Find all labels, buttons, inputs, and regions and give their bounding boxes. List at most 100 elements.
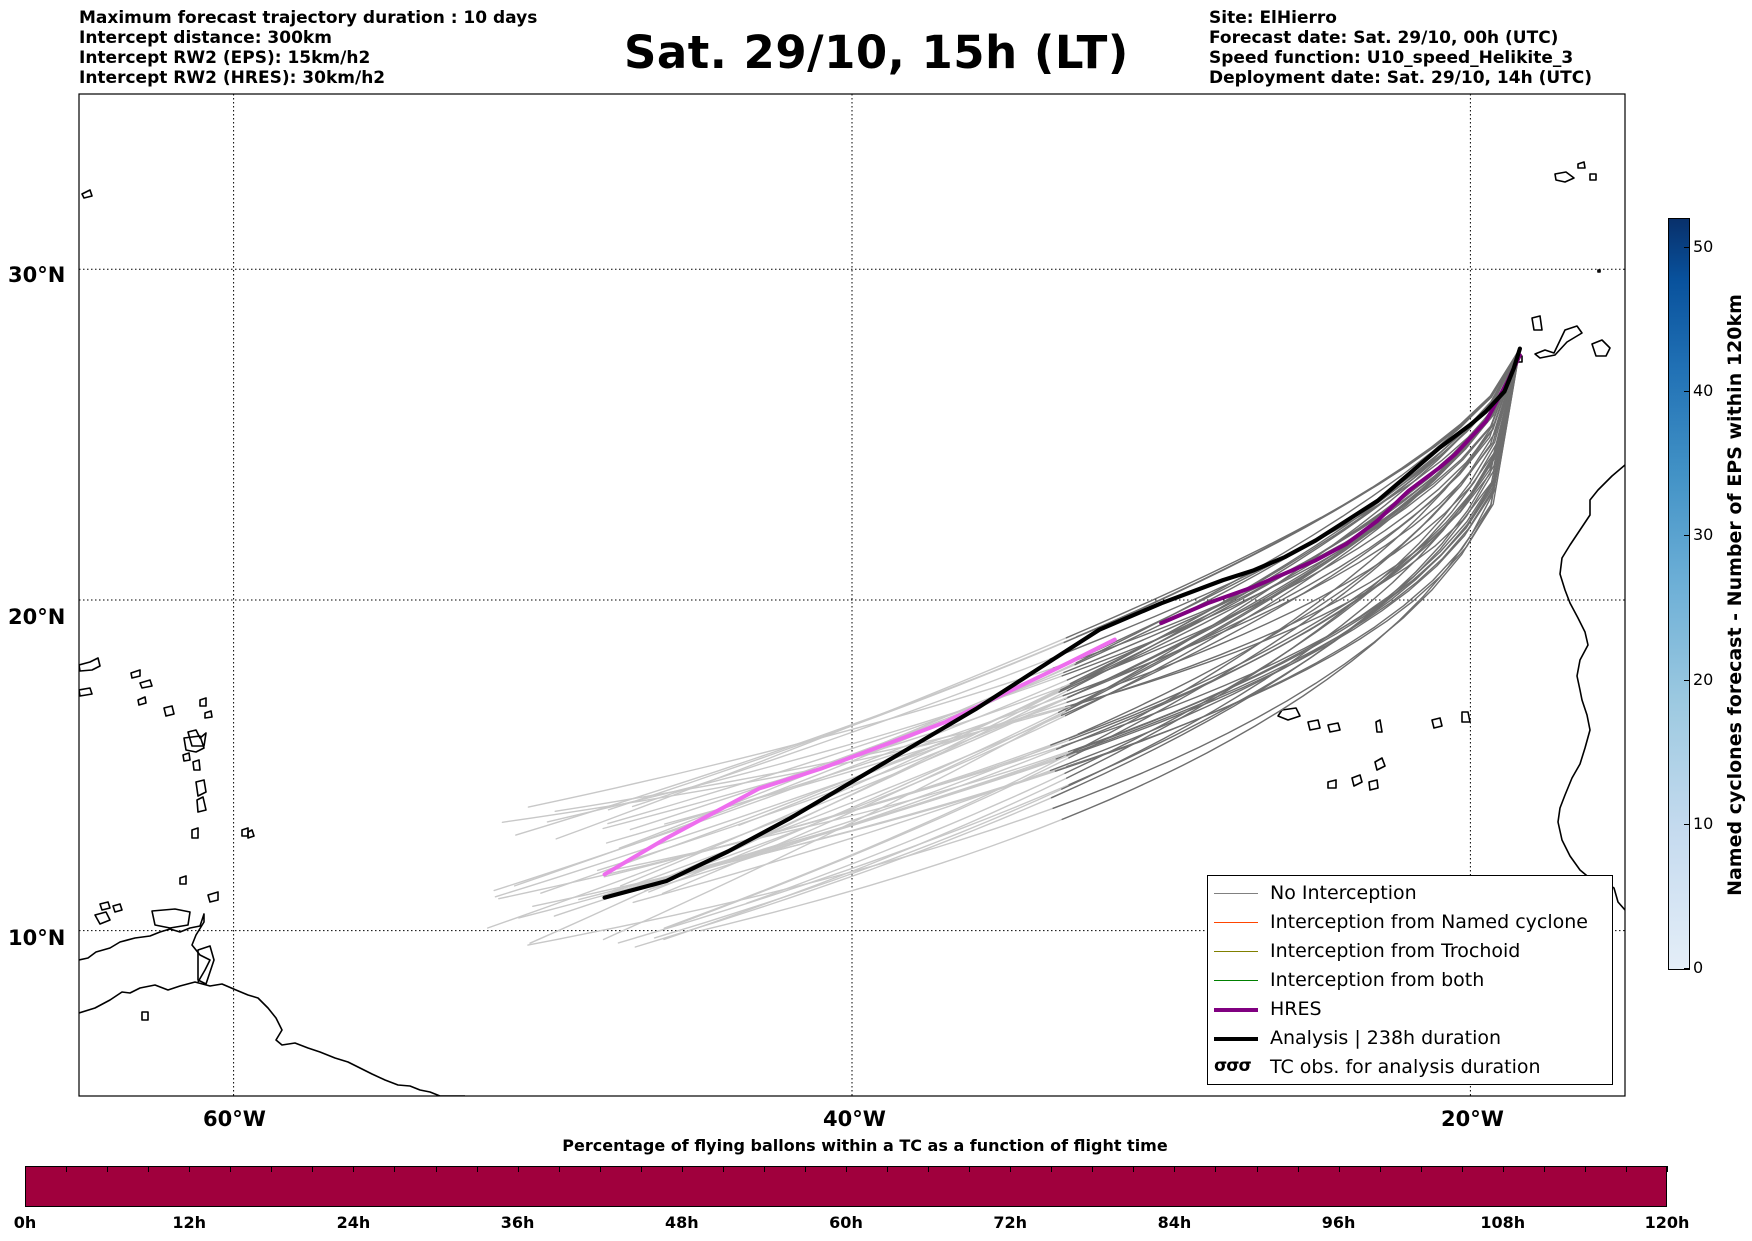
ensemble-track: [631, 648, 1077, 808]
colorbar-tick-label: 120h: [1644, 1213, 1690, 1232]
ensemble-track: [1063, 347, 1521, 644]
island-madeira-2: [1577, 161, 1586, 169]
header-left-line: Intercept distance: 300km: [79, 28, 332, 48]
island-dominica: [192, 759, 201, 771]
island-antigua: [199, 697, 207, 707]
hres-track: [1159, 353, 1522, 626]
header-right-line: Forecast date: Sat. 29/10, 00h (UTC): [1209, 28, 1559, 48]
colorbar-tick-mark: [1297, 1166, 1299, 1172]
ensemble-track: [627, 750, 1075, 890]
ensemble-track: [634, 785, 1079, 948]
island-frag-4: [81, 189, 93, 199]
legend-label: Interception from Trochoid: [1270, 940, 1521, 962]
ensemble-track: [1066, 347, 1521, 757]
ensemble-track: [1065, 347, 1521, 708]
island-martinique: [195, 779, 207, 797]
island-guadeloupe-main: [183, 735, 205, 753]
header-left: Maximum forecast trajectory duration : 1…: [79, 8, 537, 88]
colorbar-tick-mark: [1667, 1166, 1668, 1172]
ensemble-track: [1054, 347, 1521, 772]
header-right: Site: ElHierro Forecast date: Sat. 29/10…: [1209, 8, 1592, 88]
ensemble-track: [602, 712, 1063, 941]
colorbar-tick-label: 36h: [500, 1213, 535, 1232]
ensemble-track: [1063, 347, 1521, 700]
colorbar-tick-mark: [1379, 1166, 1381, 1172]
colorbar-tick-mark: [1461, 1166, 1463, 1172]
ensemble-track: [1050, 347, 1521, 746]
ensemble-track: [605, 695, 1064, 844]
colorbar-tick-mark: [1584, 1166, 1586, 1172]
ensemble-track: [1068, 347, 1521, 786]
colorbar-tick-mark: [599, 1166, 601, 1172]
colorbar-tick-mark: [1215, 1166, 1217, 1172]
ensemble-track: [1069, 347, 1521, 685]
ensemble-track: [620, 682, 1071, 887]
island-cape-verde-5: [1327, 779, 1337, 789]
colorbar-tick-label: 24h: [336, 1213, 371, 1232]
trajectories: [487, 346, 1522, 948]
header-right-line: Deployment date: Sat. 29/10, 14h (UTC): [1209, 68, 1593, 88]
ensemble-track: [487, 698, 1066, 929]
legend-swatch: [1214, 893, 1258, 894]
coastlines: [79, 161, 1625, 1096]
colorbar-tick-mark: [66, 1166, 68, 1172]
colorbar-tick-mark: [1684, 535, 1689, 537]
ensemble-track: [661, 710, 1067, 895]
island-virgin: [130, 669, 153, 689]
island-grenada: [179, 875, 187, 885]
page-title: Sat. 29/10, 15h (LT): [624, 26, 1129, 79]
ensemble-track: [494, 696, 1069, 898]
colorbar-tick-mark: [1684, 246, 1689, 248]
header-left-line: Intercept RW2 (EPS): 15km/h2: [79, 48, 371, 68]
colorbar-tick-mark: [722, 1166, 724, 1172]
colorbar-tick-label: 50: [1693, 236, 1714, 256]
legend-label: TC obs. for analysis duration: [1270, 1056, 1541, 1078]
colorbar-tick-mark: [1010, 1166, 1012, 1172]
lat-label-10n: 10°N: [8, 926, 66, 950]
ensemble-track: [663, 754, 1068, 929]
legend-item-trochoid: Interception from Trochoid: [1208, 938, 1612, 966]
tc-symbol-icon: σσσ: [1214, 1056, 1252, 1076]
colorbar-tick-label: 12h: [172, 1213, 207, 1232]
island-cape-verde-4: [1368, 779, 1379, 791]
legend-swatch: [1214, 980, 1258, 981]
colorbar-tick-mark: [846, 1166, 847, 1172]
legend-swatch: [1214, 1037, 1258, 1041]
legend-swatch: [1214, 922, 1258, 923]
hres-track: [602, 637, 1117, 877]
colorbar-tick-label: 96h: [1321, 1213, 1356, 1232]
colorbar-tick-mark: [1092, 1166, 1094, 1172]
colorbar-tick-label: 30: [1693, 525, 1714, 545]
island-cape-verde-8: [1327, 722, 1341, 733]
colorbar-horizontal: [25, 1166, 1667, 1207]
ensemble-track: [554, 706, 1067, 812]
ensemble-track: [1061, 347, 1521, 790]
header-left-line: Maximum forecast trajectory duration : 1…: [79, 8, 538, 28]
colorbar-tick-label: 10: [1693, 813, 1714, 833]
colorbar-tick-mark: [1420, 1166, 1422, 1172]
colorbar-tick-mark: [1684, 679, 1689, 681]
island-curacao: [94, 911, 111, 925]
colorbar-tick-mark: [1684, 823, 1689, 825]
colorbar-tick-mark: [969, 1166, 971, 1172]
island-cape-verde-7: [1307, 719, 1321, 731]
legend-label: HRES: [1270, 998, 1322, 1020]
colorbar-tick-mark: [1133, 1166, 1135, 1172]
island-st-vincent: [191, 827, 199, 839]
ensemble-track: [1065, 347, 1521, 712]
colorbar-tick-label: 48h: [664, 1213, 699, 1232]
island-aruba: [99, 901, 123, 913]
island-guadeloupe: [187, 729, 207, 747]
colorbar-horizontal-title: Percentage of flying ballons within a TC…: [562, 1136, 1168, 1155]
colorbar-tick-mark: [640, 1166, 642, 1172]
coast-trinidad: [197, 945, 215, 985]
legend-item-hres: HRES: [1208, 996, 1612, 1024]
island-margarita: [151, 908, 191, 929]
header-left-line: Intercept RW2 (HRES): 30km/h2: [79, 68, 386, 88]
colorbar-tick-mark: [107, 1166, 109, 1172]
ensemble-track: [1066, 347, 1521, 703]
island-frag-2: [163, 705, 175, 717]
ensemble-track: [1067, 347, 1521, 698]
colorbar-tick-mark: [681, 1166, 683, 1172]
colorbar-tick-mark: [804, 1166, 806, 1172]
